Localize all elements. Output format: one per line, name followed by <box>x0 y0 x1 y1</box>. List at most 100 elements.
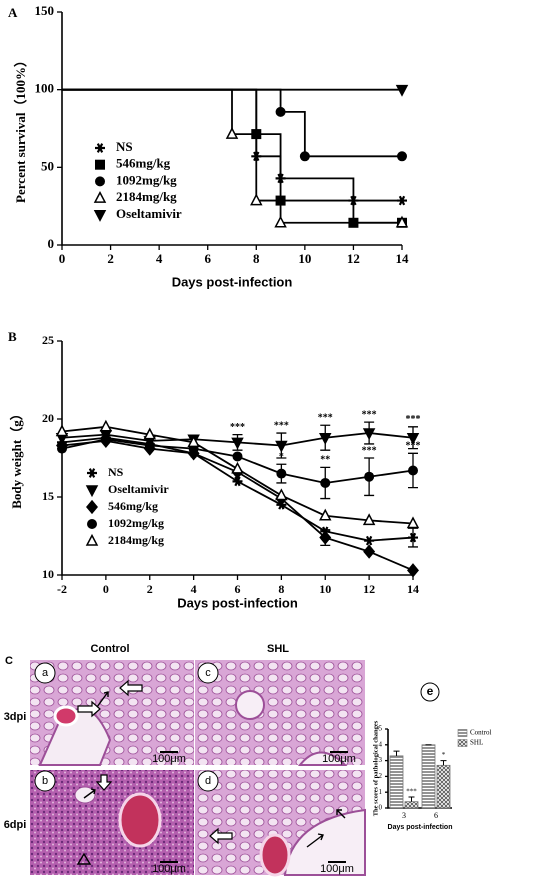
marker <box>55 424 69 437</box>
x-tick-label: 0 <box>103 582 109 596</box>
legend-label: Control <box>470 729 491 737</box>
scale-bar-label: 100μm <box>322 753 356 765</box>
image-label: a <box>42 667 49 679</box>
legend-label: Oseltamivir <box>108 482 169 496</box>
marker <box>363 544 376 559</box>
legend-marker <box>95 159 105 170</box>
significance: *** <box>318 413 333 424</box>
legend-label: NS <box>108 465 124 479</box>
y-tick-label: 50 <box>41 158 54 173</box>
marker <box>250 193 263 206</box>
marker <box>406 516 420 529</box>
image-label: b <box>42 775 48 787</box>
row-label: 3dpi <box>4 711 27 723</box>
scale-bar-label: 100μm <box>152 863 186 875</box>
marker <box>395 84 409 97</box>
x-tick-label: 8 <box>253 251 260 266</box>
legend-label: 546mg/kg <box>116 156 171 171</box>
error-bar <box>440 760 447 766</box>
panel-badge <box>420 682 440 702</box>
marker <box>408 465 418 476</box>
significance: *** <box>406 414 421 425</box>
x-tick-label: 0 <box>59 251 66 266</box>
significance: *** <box>230 422 245 433</box>
legend-marker <box>93 190 107 203</box>
marker <box>408 532 418 543</box>
x-axis-label: Days post-infection <box>177 595 298 610</box>
error-bar <box>408 796 415 802</box>
legend-label: SHL <box>470 739 483 747</box>
x-tick-label: -2 <box>57 582 67 596</box>
y-tick-label: 4 <box>379 740 383 748</box>
marker <box>319 530 332 545</box>
image-label: d <box>205 775 211 787</box>
x-tick-label: 10 <box>319 582 331 596</box>
x-tick-label: 6 <box>235 582 241 596</box>
legend-label: NS <box>116 139 133 154</box>
legend-marker <box>87 519 97 529</box>
y-tick-label: 0 <box>379 804 383 812</box>
legend-label: 1092mg/kg <box>108 516 164 530</box>
x-tick-label: 12 <box>363 582 375 596</box>
x-axis-label: Days post-infection <box>172 274 293 289</box>
image-badge <box>34 662 56 684</box>
marker <box>319 432 332 445</box>
error-bar <box>393 750 400 756</box>
marker <box>276 468 287 479</box>
row-label: 6dpi <box>4 819 27 831</box>
marker <box>187 435 200 448</box>
y-tick-label: 20 <box>42 411 54 425</box>
marker <box>299 151 310 162</box>
image-label: c <box>205 667 211 679</box>
marker <box>362 513 376 526</box>
marker <box>275 488 288 501</box>
marker <box>225 126 239 139</box>
legend-swatch <box>457 729 468 737</box>
marker <box>57 443 67 454</box>
x-tick-label: 14 <box>407 582 419 596</box>
x-tick-label: 4 <box>191 582 197 596</box>
significance: *** <box>406 441 421 452</box>
marker <box>99 419 113 432</box>
y-tick-label: 0 <box>48 236 55 251</box>
legend-label: 546mg/kg <box>108 499 158 513</box>
scale-bar-label: 100μm <box>152 753 186 765</box>
legend-label: 1092mg/kg <box>116 172 177 187</box>
legend-marker <box>86 499 98 515</box>
marker <box>275 440 288 453</box>
significance: *** <box>274 420 289 431</box>
x-tick-label: 12 <box>347 251 360 266</box>
y-axis-label: The scores of pathological changes <box>372 720 379 816</box>
bar <box>421 744 436 809</box>
image-b <box>30 770 194 875</box>
legend-swatch <box>457 739 468 747</box>
column-label: SHL <box>267 643 289 655</box>
marker <box>274 215 287 228</box>
marker <box>320 477 331 488</box>
legend-label: Oseltamivir <box>116 206 182 221</box>
y-tick-label: 15 <box>42 489 54 503</box>
marker <box>362 428 376 441</box>
marker <box>364 471 375 482</box>
significance: *** <box>362 445 377 456</box>
significance: ** <box>320 455 330 466</box>
x-tick-label: 6 <box>204 251 211 266</box>
marker <box>275 106 286 117</box>
bar <box>389 755 404 809</box>
panel-label: C <box>5 655 13 667</box>
y-tick-label: 5 <box>379 725 383 733</box>
image-c <box>195 660 365 765</box>
y-tick-label: 10 <box>42 567 54 581</box>
marker <box>407 563 419 578</box>
legend-label: 2184mg/kg <box>108 533 164 547</box>
panel-label: e <box>427 684 434 698</box>
legend-label: 2184mg/kg <box>116 189 177 204</box>
x-tick-label: 14 <box>396 251 410 266</box>
y-tick-label: 2 <box>379 772 383 780</box>
legend-marker <box>95 176 105 187</box>
y-axis-label: Percent survival（100%） <box>13 54 28 203</box>
x-tick-label: 2 <box>107 251 114 266</box>
y-axis-label: Body weight（g） <box>9 407 24 508</box>
significance: * <box>442 751 446 759</box>
marker <box>397 195 407 206</box>
